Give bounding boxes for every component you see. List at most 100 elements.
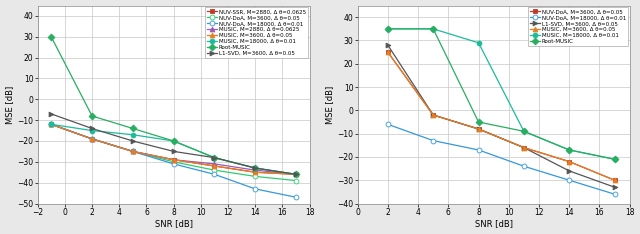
NUV-SSR, M=2880, Δ θ=0.0625: [211, 165, 218, 167]
Legend: NUV-DoA, M=3600, Δ θ=0.05, NUV-DoA, M=18000, Δ θ=0.01, L1-SVD, M=3600, Δ θ=0.05,: NUV-DoA, M=3600, Δ θ=0.05, NUV-DoA, M=18…: [527, 7, 628, 46]
Root-MUSIC: [170, 140, 177, 143]
MUSIC, M=18000, Δ θ=0.01: [47, 123, 55, 126]
L1-SVD, M=3600, Δ θ=0.05: [611, 186, 618, 189]
MUSIC, M=3600, Δ θ=0.05: [565, 160, 573, 163]
Root-MUSIC: [429, 27, 437, 30]
Line: NUV-DoA, M=3600, Δ θ=0.05: NUV-DoA, M=3600, Δ θ=0.05: [385, 50, 617, 183]
MUSIC, M=3600, Δ θ=0.05: [520, 146, 528, 149]
NUV-DoA, M=3600, Δ θ=0.05: [384, 51, 392, 54]
NUV-DoA, M=3600, Δ θ=0.05: [170, 161, 177, 163]
Root-MUSIC: [129, 127, 137, 130]
MUSIC, M=2880, Δ θ=0.0625: [47, 123, 55, 126]
Root-MUSIC: [565, 149, 573, 151]
MUSIC, M=3600, Δ θ=0.05: [292, 173, 300, 176]
L1-SVD, M=3600, Δ θ=0.05: [520, 146, 528, 149]
NUV-DoA, M=3600, Δ θ=0.05: [611, 179, 618, 182]
L1-SVD, M=3600, Δ θ=0.05: [47, 113, 55, 115]
NUV-DoA, M=18000, Δ θ=0.01: [565, 179, 573, 182]
Line: Root-MUSIC: Root-MUSIC: [49, 34, 298, 177]
X-axis label: SNR [dB]: SNR [dB]: [475, 219, 513, 228]
NUV-DoA, M=18000, Δ θ=0.01: [88, 138, 96, 140]
NUV-SSR, M=2880, Δ θ=0.0625: [292, 173, 300, 176]
MUSIC, M=3600, Δ θ=0.05: [611, 179, 618, 182]
MUSIC, M=18000, Δ θ=0.01: [429, 27, 437, 30]
NUV-DoA, M=18000, Δ θ=0.01: [252, 187, 259, 190]
L1-SVD, M=3600, Δ θ=0.05: [429, 113, 437, 116]
NUV-DoA, M=18000, Δ θ=0.01: [520, 165, 528, 168]
Root-MUSIC: [611, 158, 618, 161]
MUSIC, M=2880, Δ θ=0.0625: [170, 158, 177, 161]
L1-SVD, M=3600, Δ θ=0.05: [292, 173, 300, 176]
NUV-DoA, M=18000, Δ θ=0.01: [384, 123, 392, 126]
L1-SVD, M=3600, Δ θ=0.05: [170, 150, 177, 153]
NUV-DoA, M=18000, Δ θ=0.01: [611, 193, 618, 196]
Root-MUSIC: [475, 121, 483, 123]
MUSIC, M=18000, Δ θ=0.01: [252, 167, 259, 169]
MUSIC, M=3600, Δ θ=0.05: [88, 138, 96, 140]
Root-MUSIC: [47, 35, 55, 38]
X-axis label: SNR [dB]: SNR [dB]: [155, 219, 193, 228]
NUV-DoA, M=3600, Δ θ=0.05: [475, 128, 483, 130]
MUSIC, M=18000, Δ θ=0.01: [384, 27, 392, 30]
NUV-DoA, M=3600, Δ θ=0.05: [565, 160, 573, 163]
Root-MUSIC: [384, 27, 392, 30]
NUV-DoA, M=18000, Δ θ=0.01: [129, 150, 137, 153]
NUV-SSR, M=2880, Δ θ=0.0625: [88, 138, 96, 140]
L1-SVD, M=3600, Δ θ=0.05: [252, 167, 259, 169]
MUSIC, M=18000, Δ θ=0.01: [565, 149, 573, 151]
NUV-DoA, M=18000, Δ θ=0.01: [211, 173, 218, 176]
NUV-DoA, M=18000, Δ θ=0.01: [292, 196, 300, 199]
MUSIC, M=18000, Δ θ=0.01: [475, 41, 483, 44]
MUSIC, M=18000, Δ θ=0.01: [520, 130, 528, 133]
NUV-DoA, M=18000, Δ θ=0.01: [47, 123, 55, 126]
Root-MUSIC: [252, 167, 259, 169]
MUSIC, M=2880, Δ θ=0.0625: [292, 173, 300, 176]
Line: L1-SVD, M=3600, Δ θ=0.05: L1-SVD, M=3600, Δ θ=0.05: [385, 43, 617, 190]
MUSIC, M=2880, Δ θ=0.0625: [88, 138, 96, 140]
NUV-DoA, M=3600, Δ θ=0.05: [252, 175, 259, 178]
NUV-DoA, M=3600, Δ θ=0.05: [292, 179, 300, 182]
Line: MUSIC, M=18000, Δ θ=0.01: MUSIC, M=18000, Δ θ=0.01: [385, 26, 617, 162]
Line: MUSIC, M=18000, Δ θ=0.01: MUSIC, M=18000, Δ θ=0.01: [49, 122, 298, 177]
MUSIC, M=18000, Δ θ=0.01: [211, 156, 218, 159]
L1-SVD, M=3600, Δ θ=0.05: [475, 128, 483, 130]
NUV-DoA, M=3600, Δ θ=0.05: [88, 138, 96, 140]
MUSIC, M=3600, Δ θ=0.05: [384, 51, 392, 54]
L1-SVD, M=3600, Δ θ=0.05: [565, 169, 573, 172]
NUV-DoA, M=18000, Δ θ=0.01: [475, 149, 483, 151]
NUV-SSR, M=2880, Δ θ=0.0625: [252, 171, 259, 174]
NUV-DoA, M=3600, Δ θ=0.05: [429, 113, 437, 116]
Line: MUSIC, M=3600, Δ θ=0.05: MUSIC, M=3600, Δ θ=0.05: [49, 122, 298, 177]
Legend: NUV-SSR, M=2880, Δ θ=0.0625, NUV-DoA, M=3600, Δ θ=0.05, NUV-DoA, M=18000, Δ θ=0.: NUV-SSR, M=2880, Δ θ=0.0625, NUV-DoA, M=…: [205, 7, 308, 58]
Root-MUSIC: [88, 115, 96, 117]
NUV-DoA, M=18000, Δ θ=0.01: [429, 139, 437, 142]
NUV-DoA, M=18000, Δ θ=0.01: [170, 162, 177, 165]
Root-MUSIC: [520, 130, 528, 133]
Line: Root-MUSIC: Root-MUSIC: [385, 26, 617, 162]
Line: NUV-DoA, M=3600, Δ θ=0.05: NUV-DoA, M=3600, Δ θ=0.05: [49, 122, 298, 183]
Y-axis label: MSE [dB]: MSE [dB]: [6, 85, 15, 124]
L1-SVD, M=3600, Δ θ=0.05: [384, 44, 392, 47]
Line: MUSIC, M=3600, Δ θ=0.05: MUSIC, M=3600, Δ θ=0.05: [385, 50, 617, 183]
L1-SVD, M=3600, Δ θ=0.05: [129, 140, 137, 143]
MUSIC, M=3600, Δ θ=0.05: [429, 113, 437, 116]
Line: L1-SVD, M=3600, Δ θ=0.05: L1-SVD, M=3600, Δ θ=0.05: [49, 111, 298, 177]
Root-MUSIC: [211, 156, 218, 159]
MUSIC, M=3600, Δ θ=0.05: [47, 123, 55, 126]
MUSIC, M=18000, Δ θ=0.01: [292, 173, 300, 176]
MUSIC, M=18000, Δ θ=0.01: [170, 140, 177, 143]
MUSIC, M=2880, Δ θ=0.0625: [211, 162, 218, 165]
L1-SVD, M=3600, Δ θ=0.05: [88, 127, 96, 130]
NUV-SSR, M=2880, Δ θ=0.0625: [129, 150, 137, 153]
Y-axis label: MSE [dB]: MSE [dB]: [326, 85, 335, 124]
NUV-DoA, M=3600, Δ θ=0.05: [520, 146, 528, 149]
MUSIC, M=3600, Δ θ=0.05: [475, 128, 483, 130]
MUSIC, M=18000, Δ θ=0.01: [129, 133, 137, 136]
MUSIC, M=18000, Δ θ=0.01: [88, 129, 96, 132]
MUSIC, M=3600, Δ θ=0.05: [129, 150, 137, 153]
MUSIC, M=2880, Δ θ=0.0625: [129, 150, 137, 153]
MUSIC, M=3600, Δ θ=0.05: [252, 171, 259, 174]
Line: NUV-DoA, M=18000, Δ θ=0.01: NUV-DoA, M=18000, Δ θ=0.01: [49, 122, 298, 200]
MUSIC, M=2880, Δ θ=0.0625: [252, 169, 259, 172]
MUSIC, M=3600, Δ θ=0.05: [211, 165, 218, 167]
